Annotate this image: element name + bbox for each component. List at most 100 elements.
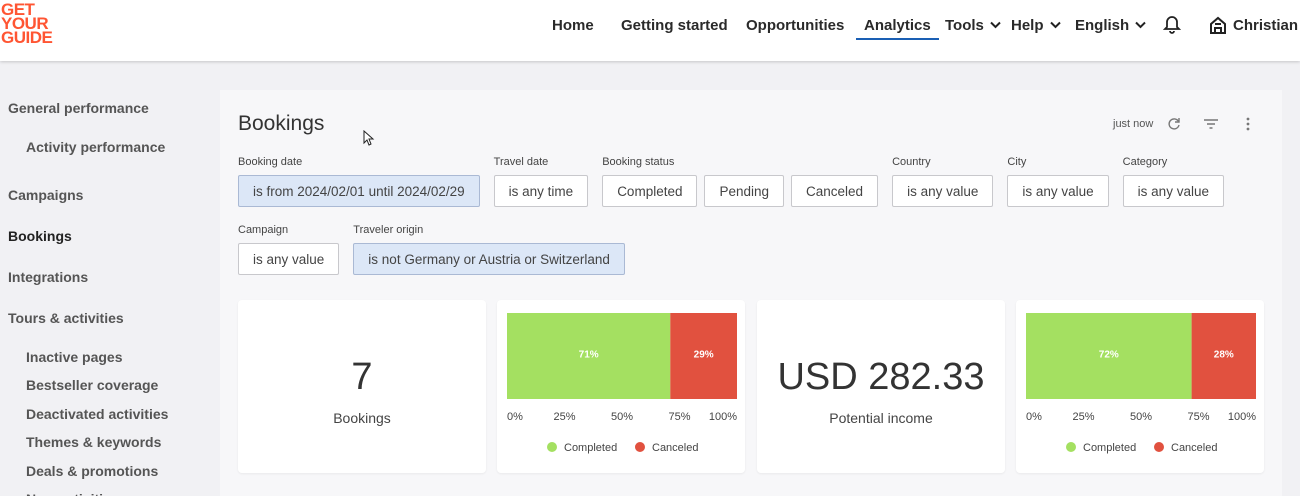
filter-chip[interactable]: is any value bbox=[1122, 175, 1224, 207]
bell-path bbox=[1163, 16, 1181, 34]
legend-swatch bbox=[1154, 442, 1164, 452]
x-tick-label: 100% bbox=[1228, 411, 1256, 423]
filter-chip[interactable]: is from 2024/02/01 until 2024/02/29 bbox=[238, 175, 480, 207]
filter-chip[interactable]: is any value bbox=[238, 243, 340, 275]
filter-group: Campaign is any value bbox=[238, 224, 340, 275]
legend-label[interactable]: Canceled bbox=[1171, 442, 1217, 454]
filter-label: Campaign bbox=[238, 224, 289, 236]
nav-label: Analytics bbox=[864, 16, 931, 34]
filter-chip[interactable]: is any time bbox=[493, 175, 589, 207]
nav-label: Getting started bbox=[621, 16, 728, 34]
legend-swatch bbox=[1066, 442, 1076, 452]
data-label: 71% bbox=[579, 350, 599, 361]
kpi-label: Bookings bbox=[333, 410, 391, 426]
filter-boxes: is any value bbox=[892, 175, 994, 207]
logo-line: GET bbox=[1, 0, 35, 19]
chevron-icon bbox=[990, 21, 1001, 29]
kpi-label: Potential income bbox=[829, 410, 933, 426]
sidebar-item[interactable]: New activities bbox=[26, 491, 119, 496]
sidebar-item[interactable]: Tours & activities bbox=[8, 310, 124, 326]
bar-segment bbox=[1191, 313, 1256, 399]
filter-group: City is any value bbox=[1007, 156, 1109, 207]
chart: 71% 29% 0% 25% 50% 75% 100% Completed Canceled bbox=[507, 313, 737, 454]
filter-boxes: is from 2024/02/01 until 2024/02/29 bbox=[238, 175, 480, 207]
logo[interactable]: GET YOUR GUIDE bbox=[1, 0, 53, 46]
filter-chip[interactable]: is any value bbox=[1007, 175, 1109, 207]
chart-card: 71% 29% 0% 25% 50% 75% 100% Completed Canceled bbox=[497, 300, 745, 473]
nav-label: Opportunities bbox=[746, 16, 845, 34]
bar-segment bbox=[1026, 313, 1192, 399]
account-path bbox=[1210, 16, 1226, 34]
sidebar-item[interactable]: Campaigns bbox=[8, 187, 84, 203]
filter-group: Booking date is from 2024/02/01 until 202… bbox=[238, 156, 480, 207]
kpi-value: 7 bbox=[351, 356, 373, 398]
sidebar-item[interactable]: Inactive pages bbox=[26, 349, 123, 365]
filter-chip[interactable]: Completed bbox=[602, 175, 698, 207]
filter-chip[interactable]: Pending bbox=[704, 175, 785, 207]
filter-icon[interactable] bbox=[1203, 116, 1219, 132]
x-tick-label: 75% bbox=[1187, 411, 1209, 423]
panel: Bookings just now Booking date is from 20… bbox=[220, 90, 1282, 496]
updated-time: just now bbox=[1113, 118, 1154, 130]
nav-item[interactable]: English bbox=[1075, 16, 1146, 34]
chevron-icon bbox=[1049, 21, 1061, 29]
filter-group: Category is any value bbox=[1122, 156, 1224, 207]
nav-label: Tools bbox=[945, 16, 984, 34]
sidebar-item[interactable]: Themes & keywords bbox=[26, 434, 162, 450]
legend-label[interactable]: Completed bbox=[564, 442, 617, 454]
chart-card: 72% 28% 0% 25% 50% 75% 100% Completed Canceled bbox=[1016, 300, 1264, 473]
filter-label: City bbox=[1007, 156, 1027, 168]
refresh-icon[interactable] bbox=[1166, 116, 1182, 132]
sidebar-item[interactable]: Integrations bbox=[8, 269, 89, 285]
nav-item[interactable]: Tools bbox=[945, 16, 1001, 34]
header: GET YOUR GUIDE Home Getting started Opportun… bbox=[0, 0, 1300, 61]
filter-chip[interactable]: Canceled bbox=[791, 175, 879, 207]
legend-swatch bbox=[547, 442, 557, 452]
filter-chip[interactable]: is not Germany or Austria or Switzerland bbox=[353, 243, 625, 275]
kpi-card: 7 Bookings bbox=[238, 300, 486, 473]
nav-item[interactable]: Help bbox=[1011, 16, 1061, 34]
sidebar-item[interactable]: Activity performance bbox=[26, 139, 166, 155]
sidebar-item[interactable]: Deactivated activities bbox=[26, 406, 169, 422]
kpi-value: USD 282.33 bbox=[777, 356, 985, 398]
filter-label: Category bbox=[1122, 156, 1168, 168]
sidebar-item[interactable]: Bookings bbox=[8, 228, 72, 244]
user-menu[interactable]: Christian bbox=[1209, 16, 1300, 34]
sidebar-item[interactable]: General performance bbox=[8, 100, 149, 116]
nav-item[interactable]: Getting started bbox=[621, 16, 728, 34]
chevron-path bbox=[1049, 21, 1061, 29]
x-tick-label: 25% bbox=[1072, 411, 1094, 423]
x-tick-label: 0% bbox=[507, 411, 523, 423]
filter-boxes: is any value bbox=[1007, 175, 1109, 207]
filter-group: Traveler origin is not Germany or Austria… bbox=[353, 224, 625, 275]
filter-group: Travel date is any time bbox=[493, 156, 589, 207]
nav-label: Help bbox=[1011, 16, 1044, 34]
chevron-icon bbox=[1135, 21, 1146, 29]
cursor bbox=[363, 130, 375, 146]
more-icon[interactable] bbox=[1240, 116, 1256, 132]
nav-item[interactable]: Home bbox=[552, 16, 594, 34]
data-label: 29% bbox=[694, 350, 714, 361]
sidebar: General performance Activity performance C… bbox=[0, 61, 220, 496]
chevron-path bbox=[990, 21, 1001, 29]
filter-row: Booking date is from 2024/02/01 until 202… bbox=[238, 156, 1224, 207]
sidebar-item[interactable]: Bestseller coverage bbox=[26, 377, 159, 393]
filter-chip[interactable]: is any value bbox=[892, 175, 994, 207]
nav-item[interactable]: Analytics bbox=[856, 16, 939, 40]
legend-label[interactable]: Completed bbox=[1083, 442, 1136, 454]
bell-icon[interactable] bbox=[1163, 15, 1181, 35]
x-tick-label: 25% bbox=[553, 411, 575, 423]
x-tick-label: 100% bbox=[709, 411, 737, 423]
nav-item[interactable]: Opportunities bbox=[746, 16, 844, 34]
legend-label[interactable]: Canceled bbox=[652, 442, 698, 454]
sidebar-item[interactable]: Deals & promotions bbox=[26, 463, 159, 479]
filter-boxes: is any value bbox=[238, 243, 340, 275]
filter-row: Campaign is any value Traveler origin is no… bbox=[238, 224, 625, 275]
nav-label: English bbox=[1075, 16, 1130, 34]
filter-group: Booking status Completed Pending Canceled bbox=[602, 156, 879, 207]
filter-boxes: is any time bbox=[493, 175, 589, 207]
filter-label: Country bbox=[892, 156, 931, 168]
logo-line: YOUR bbox=[1, 14, 49, 33]
